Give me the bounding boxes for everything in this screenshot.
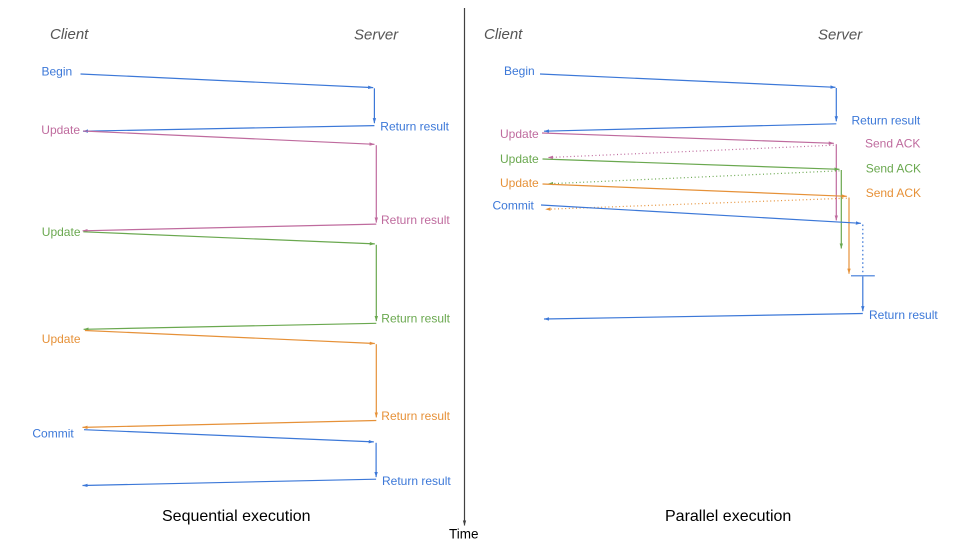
svg-text:Return result: Return result	[381, 409, 450, 423]
svg-text:Begin: Begin	[42, 64, 73, 78]
svg-text:Server: Server	[818, 26, 863, 43]
svg-text:Time: Time	[449, 527, 479, 540]
svg-text:Return result: Return result	[380, 120, 449, 134]
svg-text:Update: Update	[42, 332, 81, 346]
svg-text:Send ACK: Send ACK	[865, 137, 920, 151]
svg-text:Update: Update	[42, 225, 81, 239]
svg-text:Client: Client	[50, 26, 89, 43]
svg-text:Update: Update	[500, 176, 539, 190]
svg-text:Send ACK: Send ACK	[866, 186, 921, 200]
svg-text:Sequential execution: Sequential execution	[162, 508, 311, 525]
svg-text:Return result: Return result	[382, 474, 451, 488]
svg-text:Send ACK: Send ACK	[866, 162, 921, 176]
svg-text:Update: Update	[500, 127, 539, 141]
svg-text:Server: Server	[354, 26, 399, 43]
svg-text:Begin: Begin	[504, 64, 535, 78]
svg-text:Return result: Return result	[381, 312, 450, 326]
svg-text:Update: Update	[500, 152, 539, 166]
svg-text:Return result: Return result	[852, 114, 921, 128]
svg-text:Return result: Return result	[381, 213, 450, 227]
svg-text:Commit: Commit	[493, 198, 535, 212]
svg-text:Commit: Commit	[32, 426, 74, 440]
svg-text:Update: Update	[41, 123, 80, 137]
svg-text:Return result: Return result	[869, 308, 938, 322]
svg-text:Client: Client	[484, 26, 523, 43]
svg-text:Parallel execution: Parallel execution	[665, 508, 791, 525]
